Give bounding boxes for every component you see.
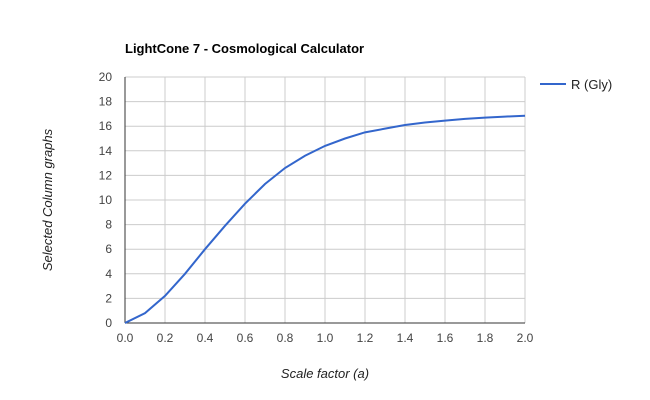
x-tick-label: 0.8: [277, 331, 294, 345]
y-tick-label: 18: [99, 95, 113, 109]
x-tick-label: 0.6: [237, 331, 254, 345]
y-tick-label: 8: [105, 218, 112, 232]
x-tick-label: 2.0: [517, 331, 534, 345]
y-tick-label: 0: [105, 316, 112, 330]
y-tick-label: 14: [99, 144, 113, 158]
y-tick-label: 20: [99, 70, 113, 84]
ticks: 0.0 0.2 0.4 0.6 0.8 1.0 1.2 1.4 1.6 1.8 2.0 0 2 4 6 8 10…: [99, 70, 534, 345]
y-tick-label: 12: [99, 168, 113, 182]
x-tick-label: 1.0: [317, 331, 334, 345]
x-tick-label: 0.2: [157, 331, 174, 345]
y-tick-label: 16: [99, 119, 113, 133]
x-tick-label: 1.4: [397, 331, 414, 345]
legend-label: R (Gly): [571, 77, 612, 92]
y-tick-label: 2: [105, 291, 112, 305]
legend[interactable]: R (Gly): [540, 77, 612, 92]
x-tick-label: 1.2: [357, 331, 374, 345]
y-axis-label: Selected Column graphs: [40, 128, 55, 271]
x-tick-label: 0.0: [117, 331, 134, 345]
series-line-r-gly: [124, 114, 526, 324]
y-tick-label: 4: [105, 267, 112, 281]
y-tick-label: 10: [99, 193, 113, 207]
x-axis-label: Scale factor (a): [281, 366, 369, 381]
x-tick-label: 1.8: [477, 331, 494, 345]
chart-title: LightCone 7 - Cosmological Calculator: [125, 41, 364, 56]
x-tick-label: 0.4: [197, 331, 214, 345]
grid: [124, 76, 526, 324]
x-tick-label: 1.6: [437, 331, 454, 345]
y-tick-label: 6: [105, 242, 112, 256]
